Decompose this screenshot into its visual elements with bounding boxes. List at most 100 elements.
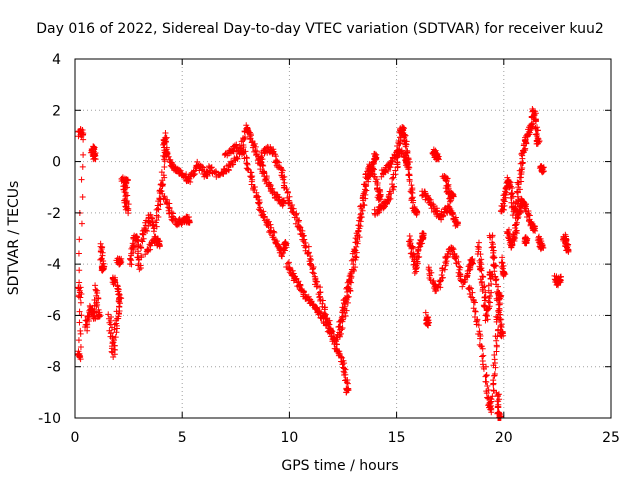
data-point (487, 271, 494, 278)
data-point (279, 167, 286, 174)
data-point (91, 153, 98, 160)
data-point (490, 387, 497, 394)
data-point (461, 278, 468, 285)
data-point (208, 164, 215, 171)
data-point (340, 307, 347, 314)
data-point (106, 319, 113, 326)
data-point (492, 277, 499, 284)
data-point (449, 191, 456, 198)
data-point (363, 175, 370, 182)
data-point (530, 107, 537, 114)
data-point (305, 243, 312, 250)
data-point (480, 274, 487, 281)
data-point (385, 168, 392, 175)
data-point (137, 262, 144, 269)
data-point (535, 139, 542, 146)
data-point (358, 210, 365, 217)
data-point (481, 297, 488, 304)
data-point (76, 308, 83, 315)
data-point (135, 256, 142, 263)
data-point (157, 187, 164, 194)
data-point (76, 319, 83, 326)
data-point (161, 156, 168, 163)
data-point (479, 287, 486, 294)
data-point (274, 158, 281, 165)
data-point (139, 238, 146, 245)
data-point (518, 178, 525, 185)
data-point (76, 279, 83, 286)
y-axis-ticks: -10 -8 -6 -4 -2 0 2 4 (38, 52, 611, 427)
data-point (344, 386, 351, 393)
data-point (494, 392, 501, 399)
data-point (479, 345, 486, 352)
data-point (484, 316, 491, 323)
data-point (321, 304, 328, 311)
data-point (95, 312, 102, 319)
data-point (561, 235, 568, 242)
data-point (344, 285, 351, 292)
data-point (525, 128, 532, 135)
data-point (125, 210, 132, 217)
y-tick-label: 4 (52, 52, 61, 68)
y-tick-label: 0 (52, 155, 61, 171)
data-point (402, 143, 409, 150)
data-point (122, 179, 129, 186)
data-point (305, 249, 312, 256)
data-point (479, 273, 486, 280)
data-point (423, 314, 430, 321)
data-point (258, 152, 265, 159)
data-point (117, 295, 124, 302)
data-point (333, 341, 340, 348)
data-point (480, 365, 487, 372)
data-point (336, 329, 343, 336)
data-point (353, 230, 360, 237)
data-point (449, 209, 456, 216)
data-point (472, 308, 479, 315)
data-point (539, 243, 546, 250)
data-point (77, 330, 84, 337)
data-point (317, 284, 324, 291)
data-point (500, 271, 507, 278)
data-point (311, 273, 318, 280)
data-point (491, 254, 498, 261)
data-point (78, 291, 85, 298)
data-point (160, 172, 167, 179)
data-point (406, 178, 413, 185)
data-point (519, 159, 526, 166)
data-point (339, 304, 346, 311)
data-point (489, 233, 496, 240)
data-point (79, 194, 86, 201)
data-point (437, 284, 444, 291)
data-point (204, 168, 211, 175)
data-point (346, 273, 353, 280)
data-point (521, 204, 528, 211)
data-point (463, 274, 470, 281)
data-point (99, 252, 106, 259)
data-point (509, 184, 516, 191)
data-point (76, 267, 83, 274)
data-point (165, 153, 172, 160)
data-point (529, 224, 536, 231)
y-tick-label: -10 (38, 411, 61, 427)
data-point (161, 193, 168, 200)
data-point (471, 299, 478, 306)
data-point (565, 241, 572, 248)
data-point (138, 252, 145, 259)
data-point (516, 174, 523, 181)
data-point (156, 238, 163, 245)
data-point (500, 206, 507, 213)
data-point (115, 286, 122, 293)
data-point (286, 200, 293, 207)
data-point (484, 382, 491, 389)
x-tick-label: 20 (495, 430, 513, 446)
data-point (450, 246, 457, 253)
data-point (426, 272, 433, 279)
data-point (356, 225, 363, 232)
data-point (127, 256, 134, 263)
data-point (270, 228, 277, 235)
data-point (404, 161, 411, 168)
data-point (360, 201, 367, 208)
data-point (90, 315, 97, 322)
data-point (357, 203, 364, 210)
data-point (255, 200, 262, 207)
